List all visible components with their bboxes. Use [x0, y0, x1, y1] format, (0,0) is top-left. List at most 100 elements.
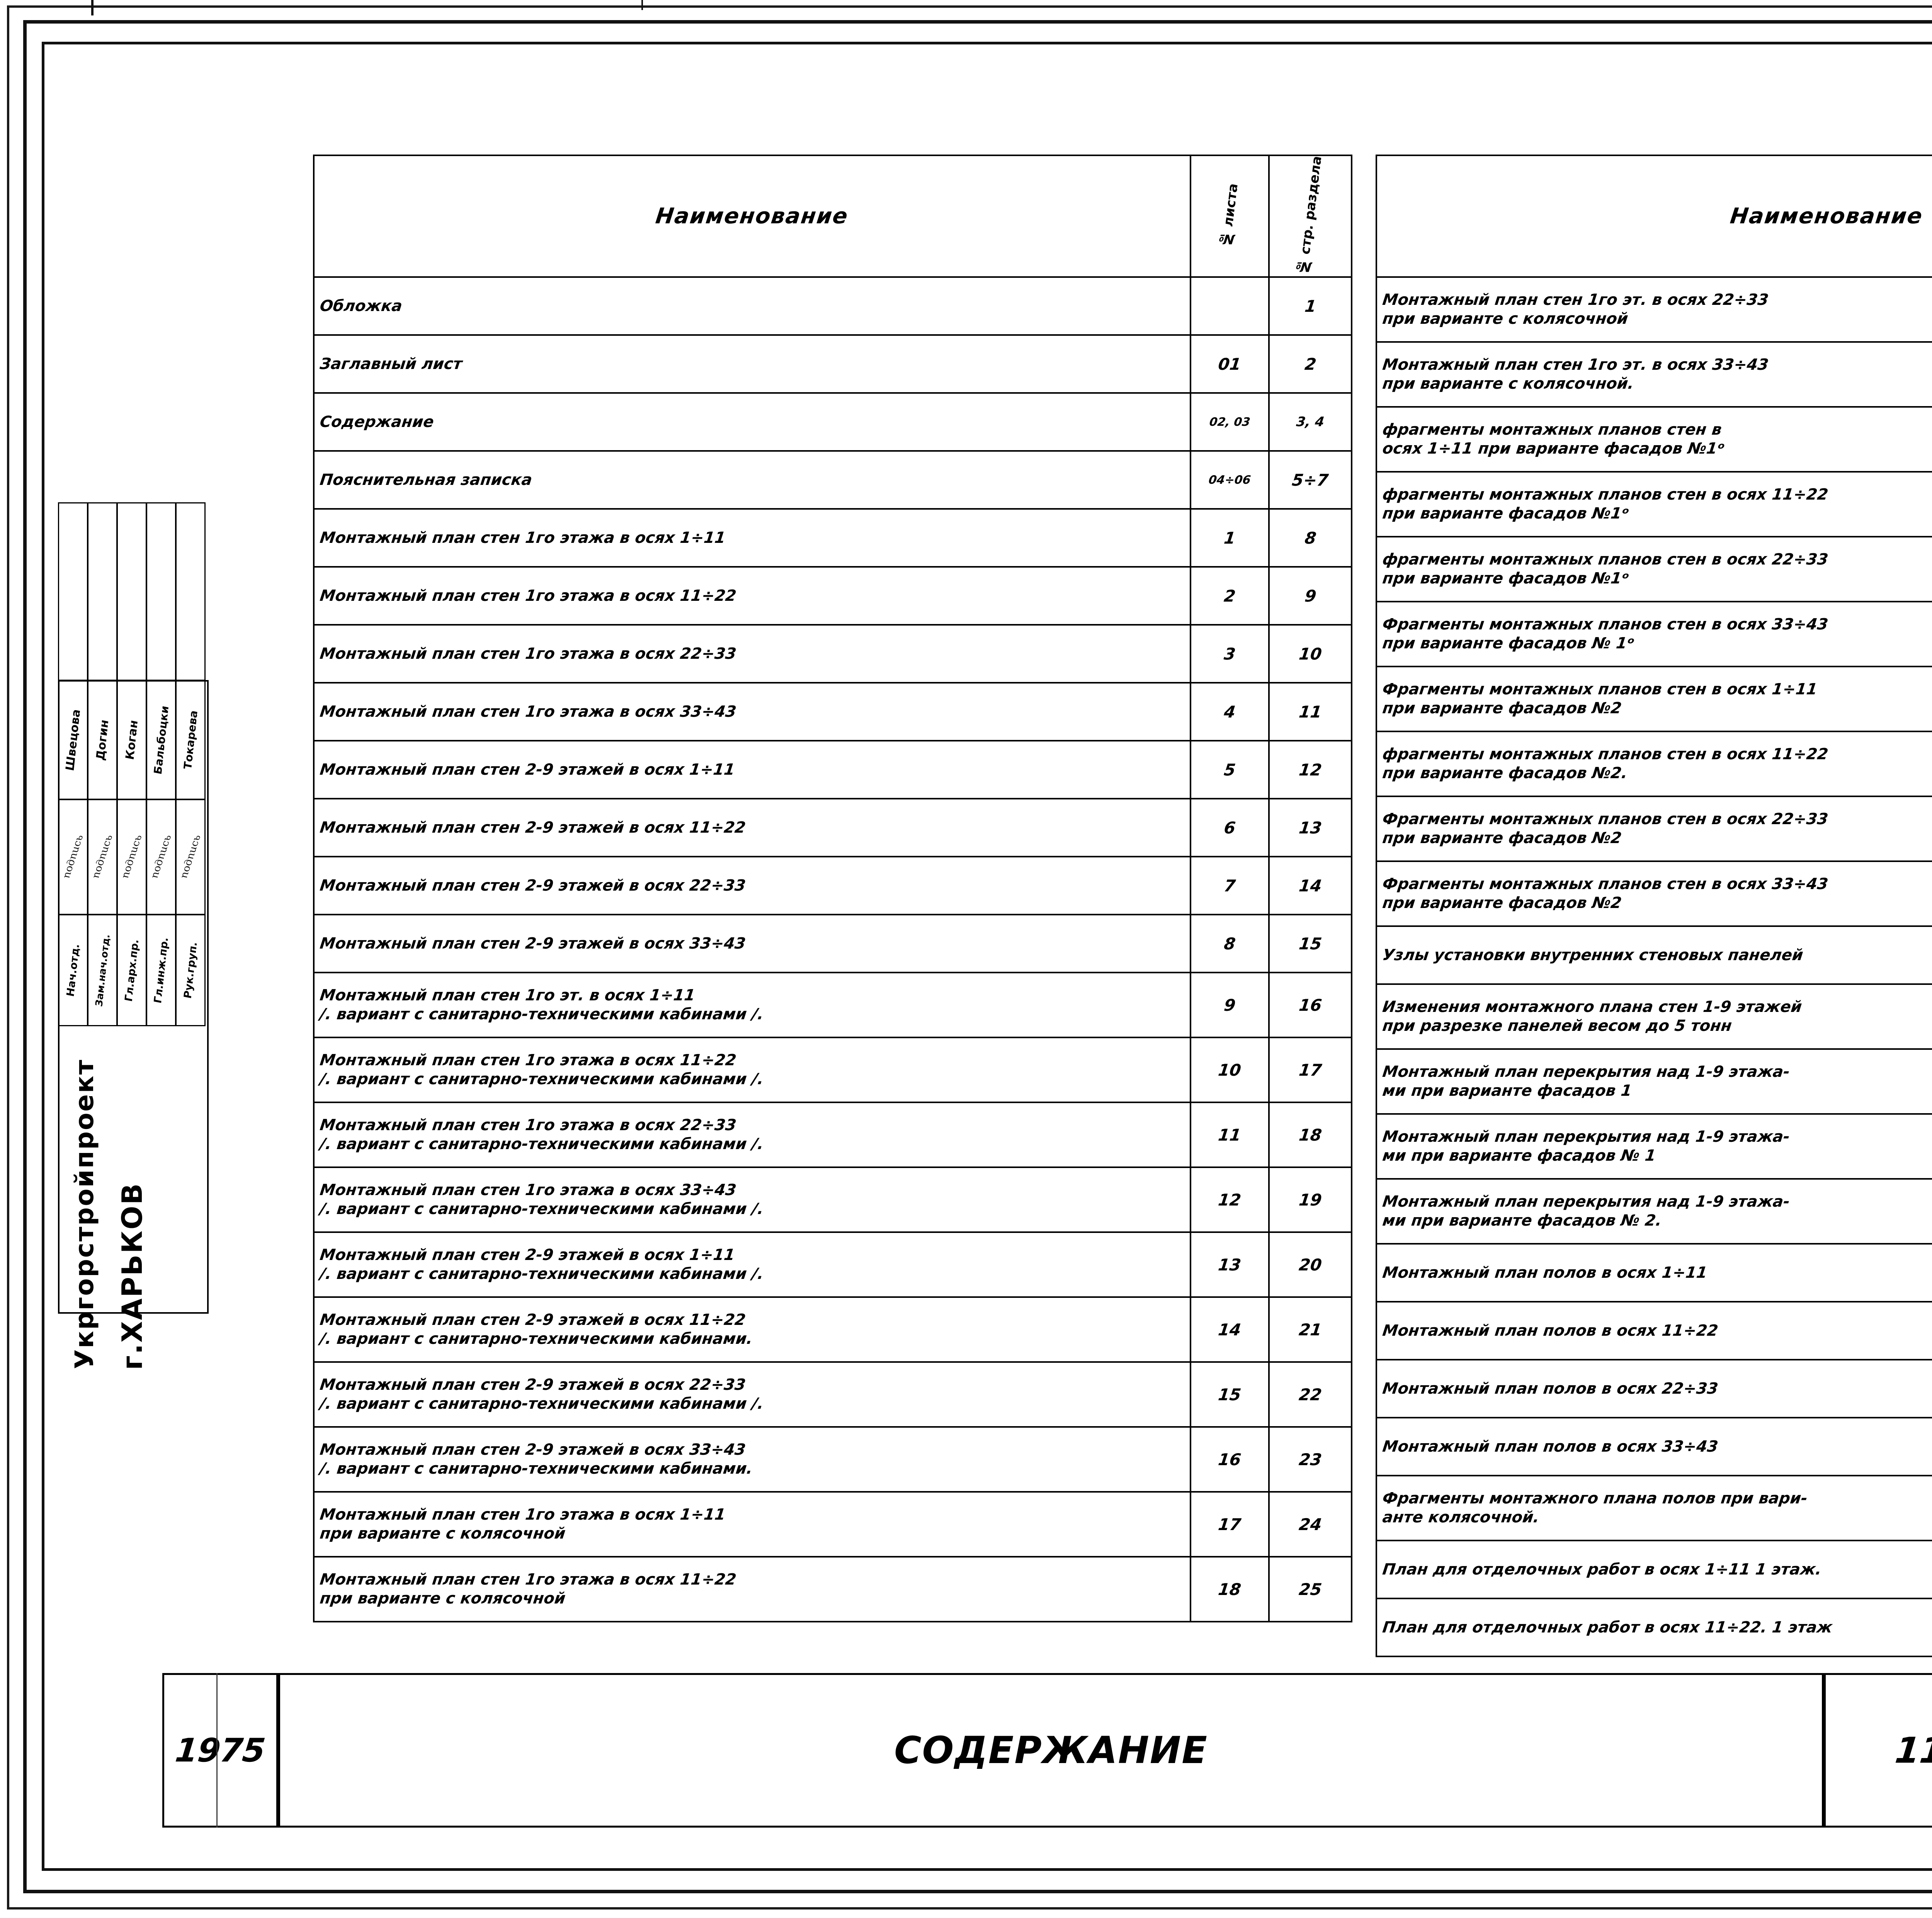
row-sheet-number-cell: 10 — [1189, 1037, 1270, 1104]
row-sheet-number-cell: 14 — [1189, 1296, 1270, 1363]
row-page-number-cell: 8 — [1268, 508, 1352, 568]
row-sheet-number: 9 — [1223, 995, 1237, 1015]
approval-stamp — [46, 680, 209, 1700]
row-title-line: при варианте фасадов №1ᵒ — [1381, 570, 1630, 588]
stamp-role: Зам.нач.отд. — [93, 934, 112, 1007]
table-row: Монтажный план стен 1го этажа в осях 11÷… — [313, 1037, 1352, 1104]
stamp-role: Нач.отд. — [64, 944, 82, 996]
row-sheet-number-cell: 9 — [1189, 972, 1270, 1039]
row-title-line: Монтажный план стен 2-9 этажей в осях 33… — [319, 934, 747, 952]
row-title-cell: Монтажный план стен 1го этажа в осях 1÷1… — [313, 1491, 1191, 1558]
table-row: Монтажный план стен 2-9 этажей в осях 22… — [313, 1361, 1352, 1428]
table-row: Монтажный план стен 1го эт. в осях 33÷43… — [1376, 341, 1932, 408]
stamp-name-cell: Швецова — [58, 680, 88, 800]
row-sheet-number: 4 — [1223, 702, 1237, 721]
header-name: Наименование — [1376, 154, 1932, 278]
row-title-line: Монтажный план стен 2-9 этажей в осях 11… — [319, 818, 747, 837]
signature: подпись — [89, 835, 116, 879]
row-page-number: 11 — [1298, 702, 1323, 721]
row-title-line: Монтажный план полов в осях 33÷43 — [1381, 1437, 1719, 1456]
row-title-line: анте колясочной. — [1381, 1508, 1541, 1527]
row-title-line: фрагменты монтажных планов стен в — [1381, 421, 1723, 439]
row-page-number: 24 — [1298, 1515, 1323, 1534]
stamp-role-cell: Рук.груп. — [175, 914, 206, 1026]
row-sheet-number-cell: 8 — [1189, 914, 1270, 974]
edge-tick — [91, 0, 94, 15]
table-row: Монтажный план стен 1го этажа в осях 33÷… — [313, 682, 1352, 742]
row-title-line: Содержание — [319, 413, 435, 431]
row-title-line: при варианте с колясочной — [1381, 310, 1629, 328]
row-title-line: при варианте фасадов №2 — [1381, 829, 1623, 847]
row-page-number: 21 — [1298, 1320, 1323, 1339]
row-title-line: при варианте с колясочной — [319, 1525, 566, 1543]
table-row: Пояснительная записка 04÷06 5÷7 — [313, 450, 1352, 510]
row-title-line: /. вариант с санитарно-техническими каби… — [319, 1200, 765, 1218]
title-block-year: 1975 — [173, 1731, 267, 1769]
row-sheet-number-cell: 02, 03 — [1189, 392, 1270, 452]
table-row: Монтажный план перекрытия над 1-9 этажа-… — [1376, 1048, 1932, 1115]
row-title-cell: Узлы установки внутренних стеновых панел… — [1376, 925, 1932, 985]
table-row: Монтажный план полов в осях 11÷223542 — [1376, 1301, 1932, 1361]
row-title-line: Фрагменты монтажных планов стен в осях 3… — [1381, 616, 1829, 634]
row-page-number-cell: 16 — [1268, 972, 1352, 1039]
row-title-line: Монтажный план стен 1го этажа в осях 11÷… — [319, 1571, 738, 1589]
row-title-cell: Фрагменты монтажных планов стен в осях 1… — [1376, 666, 1932, 733]
contents-right-body: Монтажный план стен 1го эт. в осях 22÷33… — [1376, 276, 1932, 1658]
table-row: Монтажный план стен 2-9 этажей в осях 1÷… — [313, 1231, 1352, 1298]
table-row: Фрагменты монтажных планов стен в осях 3… — [1376, 860, 1932, 927]
row-title-cell: Монтажный план стен 2-9 этажей в осях 22… — [313, 1361, 1191, 1428]
row-title-cell: Монтажный план стен 1го эт. в осях 1÷11/… — [313, 972, 1191, 1039]
row-title-line: Монтажный план стен 1го эт. в осях 1÷11 — [319, 986, 696, 1005]
row-title-cell: Фрагменты монтажного плана полов при вар… — [1376, 1475, 1932, 1542]
row-sheet-number-cell: 7 — [1189, 856, 1270, 916]
row-title-line: Фрагменты монтажных планов стен в осях 2… — [1381, 810, 1829, 828]
row-title-cell: Монтажный план стен 1го этажа в осях 1÷1… — [313, 508, 1191, 568]
header-name-label: Наименование — [654, 204, 850, 229]
row-page-number: 10 — [1298, 644, 1323, 663]
row-sheet-number-cell: 15 — [1189, 1361, 1270, 1428]
row-title-line: при варианте с колясочной — [319, 1590, 566, 1608]
row-sheet-number-cell: 1 — [1189, 508, 1270, 568]
row-title-cell: Монтажный план стен 1го этажа в осях 22÷… — [313, 1102, 1191, 1168]
row-title-cell: Монтажный план стен 2-9 этажей в осях 1÷… — [313, 740, 1191, 800]
row-page-number-cell: 12 — [1268, 740, 1352, 800]
row-title-line: Монтажный план стен 1го этажа в осях 33÷… — [319, 702, 738, 721]
stamp-grid — [58, 680, 209, 1314]
row-title-line: при варианте фасадов №1ᵒ — [1381, 505, 1630, 523]
row-title-line: фрагменты монтажных планов стен в осях 1… — [1381, 486, 1829, 504]
row-title-line: /. вариант с санитарно-техническими каби… — [319, 1330, 754, 1348]
table-row: Монтажный план стен 1го этажа в осях 22÷… — [313, 1102, 1352, 1168]
row-page-number: 25 — [1298, 1580, 1323, 1599]
row-sheet-number-cell: 16 — [1189, 1426, 1270, 1493]
stamp-role: Гл.арх.пр. — [122, 939, 141, 1002]
row-title-line: План для отделочных работ в осях 11÷22. … — [1381, 1618, 1833, 1636]
row-title-cell: Монтажный план стен 1го этажа в осях 33÷… — [313, 1166, 1191, 1233]
row-sheet-number-cell: 5 — [1189, 740, 1270, 800]
row-title-line: Монтажный план стен 1го эт. в осях 22÷33 — [1381, 291, 1770, 309]
stamp-signature-cell: подпись — [87, 799, 117, 915]
header-sheet-label: № листа — [1218, 184, 1241, 247]
row-page-number-cell: 17 — [1268, 1037, 1352, 1104]
row-title-cell: Содержание — [313, 392, 1191, 452]
row-title-line: Монтажный план стен 1го этажа в осях 11÷… — [319, 587, 738, 605]
signature: подпись — [148, 835, 174, 879]
stamp-role: Рук.груп. — [181, 942, 200, 998]
row-page-number: 13 — [1298, 818, 1323, 837]
table-row: фрагменты монтажных планов стен в осях 1… — [1376, 471, 1932, 538]
row-title-cell: Изменения монтажного плана стен 1-9 этаж… — [1376, 983, 1932, 1050]
table-row: Монтажный план стен 2-9 этажей в осях 11… — [313, 1296, 1352, 1363]
title-block-number-cell: 111-94-43/ 77.2 — [1824, 1673, 1932, 1828]
row-title-line: Монтажный план полов в осях 22÷33 — [1381, 1379, 1719, 1398]
row-page-number: 9 — [1303, 586, 1317, 605]
stamp-name: Коган — [123, 720, 141, 760]
table-row: Монтажный план полов в осях 1÷113441 — [1376, 1243, 1932, 1303]
row-title-cell: Монтажный план полов в осях 22÷33 — [1376, 1359, 1932, 1419]
table-row: Монтажный план стен 2-9 этажей в осях 22… — [313, 856, 1352, 916]
row-title-line: ми при варианте фасадов № 2. — [1381, 1212, 1663, 1230]
row-title-line: /. вариант с санитарно-техническими каби… — [319, 1070, 765, 1088]
row-title-line: при варианте с колясочной. — [1381, 375, 1635, 393]
row-sheet-number-cell — [1189, 276, 1270, 336]
row-sheet-number-cell: 2 — [1189, 566, 1270, 626]
title-block-divider — [216, 1673, 218, 1828]
table-row: Монтажный план стен 2-9 этажей в осях 33… — [313, 1426, 1352, 1493]
